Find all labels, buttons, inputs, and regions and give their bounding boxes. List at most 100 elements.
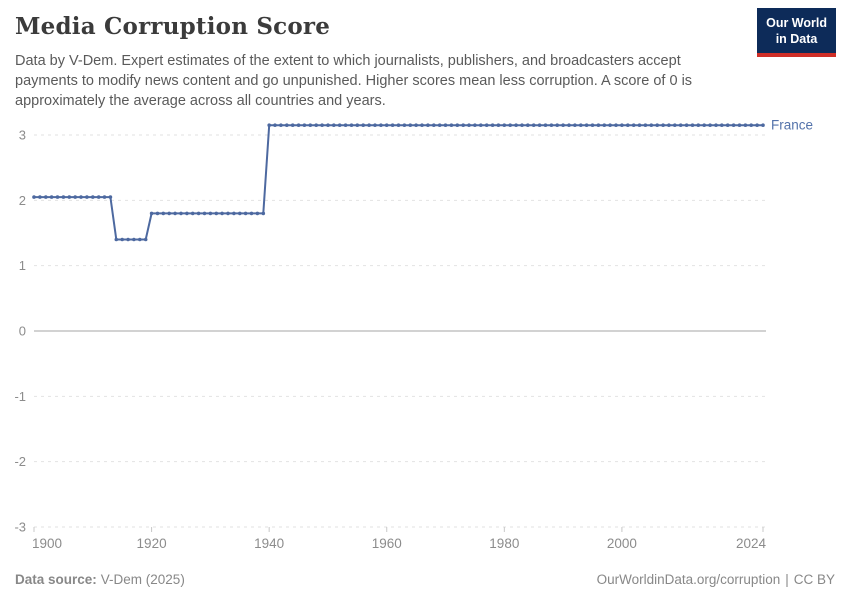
data-point (596, 123, 601, 127)
data-point (367, 123, 371, 127)
data-point (285, 123, 289, 127)
data-point (449, 123, 454, 127)
data-point (185, 211, 189, 216)
data-point (396, 123, 401, 127)
data-point (173, 211, 177, 216)
data-point (267, 123, 272, 127)
data-point (620, 123, 624, 127)
data-point (579, 123, 583, 127)
data-point (255, 211, 260, 216)
data-point (379, 123, 383, 127)
y-axis-label: 3 (19, 128, 26, 143)
data-point (67, 195, 72, 199)
data-point (61, 195, 66, 199)
data-point (296, 123, 301, 127)
logo-line1: Our World (766, 16, 827, 30)
data-point (161, 211, 166, 216)
data-point (725, 123, 730, 127)
x-axis-label: 1980 (489, 536, 519, 551)
data-line-france[interactable] (33, 124, 764, 241)
data-point (408, 123, 413, 127)
data-point (702, 123, 706, 127)
data-point (290, 123, 295, 127)
data-point (714, 123, 718, 127)
data-point (343, 123, 348, 127)
chart-footer: Data source: V-Dem (2025) OurWorldinData.… (15, 572, 835, 587)
series-label-france[interactable]: France (771, 118, 813, 133)
data-point (361, 123, 366, 127)
data-point (573, 123, 577, 127)
page-title: Media Corruption Score (15, 13, 331, 40)
data-point (437, 123, 442, 127)
owid-url-link[interactable]: OurWorldinData.org/corruption (596, 572, 781, 587)
y-axis-label: -3 (14, 520, 26, 535)
data-point (432, 123, 436, 127)
data-point (320, 123, 324, 127)
data-point (390, 123, 395, 127)
data-point (484, 123, 489, 127)
data-point (555, 123, 559, 127)
data-point (49, 195, 54, 199)
data-point (531, 123, 536, 127)
data-point (190, 211, 195, 216)
data-point (473, 123, 477, 127)
data-point (314, 123, 319, 127)
data-point (273, 123, 277, 127)
data-point (737, 123, 742, 127)
data-point (138, 237, 142, 242)
data-point (85, 195, 89, 199)
data-point (708, 123, 712, 127)
data-point (79, 195, 83, 199)
x-axis-label: 2024 (736, 536, 767, 551)
data-point (249, 211, 254, 216)
data-point (167, 211, 171, 216)
data-point (402, 123, 407, 127)
data-point (243, 211, 248, 216)
data-point (214, 211, 219, 216)
data-point (496, 123, 501, 127)
data-point (649, 123, 654, 127)
data-source-label: Data source: (15, 572, 97, 587)
data-point (149, 211, 154, 216)
attribution-separator: | (785, 572, 789, 587)
data-point (443, 123, 448, 127)
data-point (196, 211, 201, 216)
data-point (561, 123, 565, 127)
data-point (373, 123, 377, 127)
data-point (91, 195, 95, 199)
data-source-value: V-Dem (2025) (100, 572, 185, 587)
y-axis-label: 2 (19, 193, 26, 208)
data-point (261, 211, 266, 216)
data-point (490, 123, 495, 127)
data-point (731, 123, 736, 127)
data-point (749, 123, 753, 127)
x-axis-label: 1900 (32, 536, 62, 551)
data-point (479, 123, 483, 127)
license-badge: CC BY (793, 572, 835, 587)
data-point (326, 123, 330, 127)
data-point (514, 123, 518, 127)
data-point (455, 123, 460, 127)
data-point (614, 123, 618, 127)
data-point (461, 123, 466, 127)
data-point (537, 123, 542, 127)
data-point (678, 123, 683, 127)
data-point (420, 123, 424, 127)
data-point (626, 123, 630, 127)
attribution: OurWorldinData.org/corruption | CC BY (597, 572, 835, 587)
data-source: Data source: V-Dem (2025) (15, 572, 185, 587)
data-point (508, 123, 512, 127)
data-point (132, 237, 136, 242)
data-point (238, 211, 242, 216)
x-axis-label: 1920 (137, 536, 167, 551)
data-point (590, 123, 595, 127)
data-point (467, 123, 471, 127)
data-point (673, 123, 677, 127)
data-point (143, 237, 148, 242)
data-point (567, 123, 571, 127)
data-point (349, 123, 354, 127)
data-point (426, 123, 430, 127)
data-point (44, 195, 48, 199)
owid-logo[interactable]: Our World in Data (757, 8, 836, 57)
